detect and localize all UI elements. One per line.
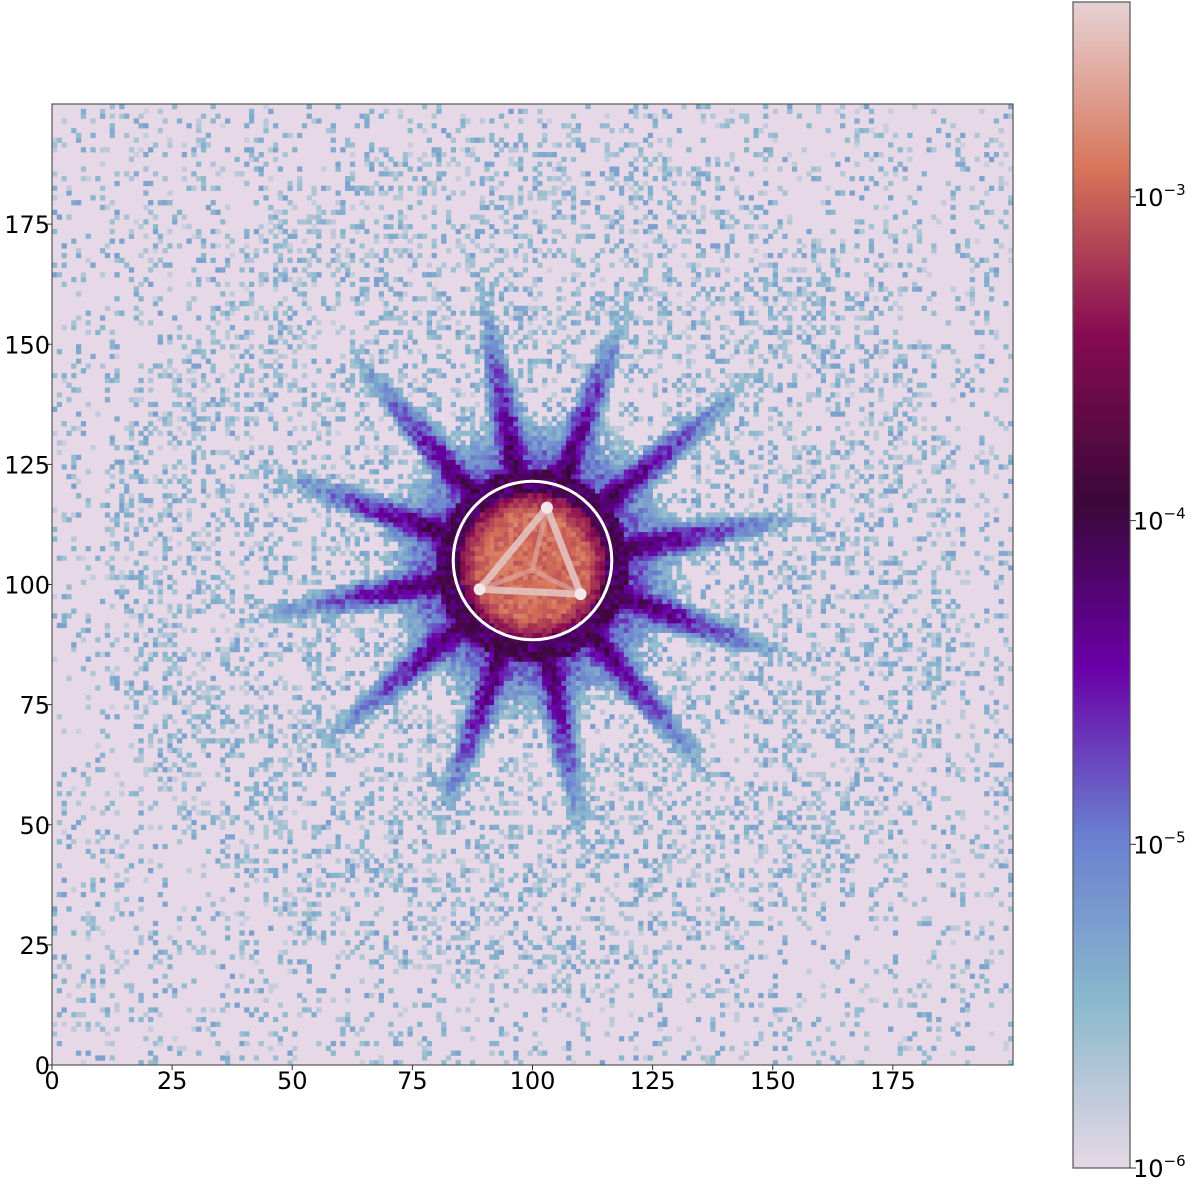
y-tick-label: 150: [4, 331, 50, 359]
core-vertex: [574, 588, 587, 601]
x-tick-label: 150: [750, 1067, 796, 1095]
y-tick-label: 75: [19, 692, 50, 720]
core-spoke: [531, 567, 582, 597]
annotations: [451, 479, 614, 642]
colorbar-tick-label: 10−6: [1133, 1152, 1186, 1183]
colorbar-ticks: 10−6 10−5 10−4 10−3: [1130, 181, 1186, 1183]
plot-area: [51, 103, 1014, 1066]
y-tick-label: 100: [4, 572, 50, 600]
bright-core: [460, 493, 605, 638]
background-noise: [52, 104, 1013, 1065]
x-tick-label: 25: [157, 1067, 188, 1095]
halo-spikes: [249, 276, 817, 859]
x-tick-label: 0: [44, 1067, 59, 1095]
y-tick-label: 25: [19, 932, 50, 960]
core-spoke: [478, 567, 534, 592]
colorbar: 10−6 10−5 10−4 10−3: [1072, 1, 1186, 1183]
y-tick-label: 0: [35, 1052, 50, 1080]
core-triangle: [476, 504, 585, 598]
x-tick-label: 125: [630, 1067, 676, 1095]
core-vertex: [540, 501, 553, 514]
x-tick-label: 50: [277, 1067, 308, 1095]
annotation-circle: [451, 479, 614, 642]
colorbar-tick-label: 10−3: [1133, 181, 1186, 212]
x-tick-label: 100: [510, 1067, 556, 1095]
colorbar-bar: [1072, 1, 1131, 1169]
core-vertex: [473, 583, 486, 596]
y-axis-ticks: 0 25 50 75 100 125 150 175: [4, 211, 52, 1080]
colorbar-tick-label: 10−4: [1133, 505, 1186, 536]
y-tick-label: 125: [4, 451, 50, 479]
y-tick-label: 175: [4, 211, 50, 239]
core-spoke: [530, 507, 550, 571]
y-tick-label: 50: [19, 812, 50, 840]
x-tick-label: 175: [870, 1067, 916, 1095]
colorbar-tick-label: 10−5: [1133, 828, 1186, 859]
x-tick-label: 75: [397, 1067, 428, 1095]
x-axis-ticks: 0 25 50 75 100 125 150 175: [44, 1065, 916, 1095]
